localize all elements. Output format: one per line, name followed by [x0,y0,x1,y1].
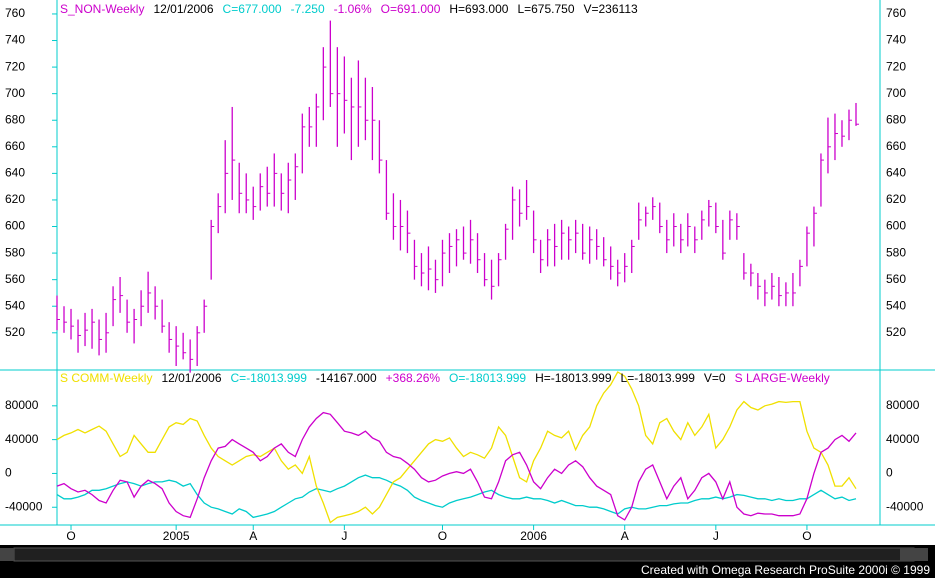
header-text: S LARGE-Weekly [735,371,830,385]
y2-tick-label: 80000 [886,398,920,412]
header-text: L=675.750 [517,2,574,16]
y2-tick-label: 740 [886,33,906,47]
y-tick-label: 740 [5,33,25,47]
footer-text: Created with Omega Research ProSuite 200… [641,563,930,577]
y2-tick-label: 40000 [886,432,920,446]
background [0,0,935,545]
x-tick-label: A [249,529,257,543]
y-tick-label: 720 [5,59,25,73]
x-tick-label: O [66,529,75,543]
y-tick-label: 640 [5,166,25,180]
series-line [56,371,857,524]
header-text: H=-18013.999 [535,371,612,385]
x-tick-label: A [621,529,629,543]
header-text: O=-18013.999 [449,371,526,385]
series-line [56,411,857,521]
y-tick-label: -40000 [5,499,43,513]
header-text: O=691.000 [381,2,441,16]
header-text: -1.06% [334,2,372,16]
y2-tick-label: 720 [886,59,906,73]
x-tick-label: O [438,529,447,543]
header-text: C=-18013.999 [231,371,308,385]
y-tick-label: 80000 [5,398,39,412]
scroll-thumb[interactable] [900,548,914,561]
y2-tick-label: 520 [886,325,906,339]
header-text: S COMM-Weekly [60,371,152,385]
y2-tick-label: 560 [886,272,906,286]
y2-tick-label: 700 [886,86,906,100]
y-tick-label: 680 [5,112,25,126]
y-tick-label: 620 [5,192,25,206]
x-tick-label: J [713,529,719,543]
header-text: +368.26% [386,371,441,385]
y-tick-label: 40000 [5,432,39,446]
y2-tick-label: 680 [886,112,906,126]
y2-tick-label: 640 [886,166,906,180]
scrollbar[interactable] [13,547,915,562]
y-tick-label: 760 [5,6,25,20]
header-text: -7.250 [291,2,325,16]
header-text: H=693.000 [449,2,508,16]
header-text: V=236113 [584,2,638,16]
x-tick-label: 2005 [163,529,190,543]
x-tick-label: J [341,529,347,543]
y-tick-label: 660 [5,139,25,153]
scroll-left[interactable] [0,548,14,561]
header-text: L=-18013.999 [621,371,696,385]
header-text: C=677.000 [223,2,282,16]
y2-tick-label: -40000 [886,499,924,513]
y-tick-label: 700 [5,86,25,100]
y2-tick-label: 600 [886,219,906,233]
y2-tick-label: 660 [886,139,906,153]
header-text: 12/01/2006 [153,2,213,16]
y2-tick-label: 620 [886,192,906,206]
header-text: S_NON-Weekly [60,2,144,16]
header-text: -14167.000 [316,371,377,385]
y-tick-label: 580 [5,245,25,259]
y-tick-label: 540 [5,298,25,312]
y2-tick-label: 580 [886,245,906,259]
y2-tick-label: 540 [886,298,906,312]
x-tick-label: O [802,529,811,543]
scroll-right[interactable] [914,548,928,561]
x-tick-label: 2006 [520,529,547,543]
header-text: V=0 [704,371,726,385]
y-tick-label: 520 [5,325,25,339]
y2-tick-label: 0 [886,466,893,480]
y-tick-label: 0 [5,466,12,480]
y-tick-label: 560 [5,272,25,286]
y2-tick-label: 760 [886,6,906,20]
y-tick-label: 600 [5,219,25,233]
header-text: 12/01/2006 [161,371,221,385]
